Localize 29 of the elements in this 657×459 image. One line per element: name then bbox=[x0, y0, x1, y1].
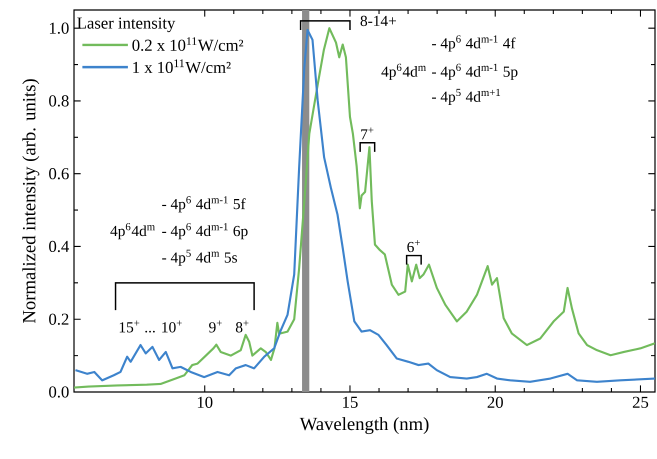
annotation: 8$^{+}$ bbox=[236, 320, 248, 333]
annotation: - 4p$^{6}$ 4d$^{m-1}$ 6p bbox=[162, 223, 248, 240]
annotation: 4p$^{6}$4d$^{m}$ bbox=[110, 223, 155, 240]
y-tick-label: 0.0 bbox=[49, 386, 69, 398]
legend-label: 1 x 10$^{11}$W/cm² bbox=[133, 59, 231, 74]
annotation: 15$^{+}$ ... 10$^{+}$ bbox=[120, 320, 182, 333]
y-axis-title: Normalized intensity (arb. units) bbox=[22, 79, 40, 324]
annotation: 4p$^{6}$4d$^{m}$ bbox=[381, 64, 426, 80]
y-tick-label: 1.0 bbox=[50, 22, 69, 34]
annotation: - 4p$^{5}$ 4d$^{m+1}$ bbox=[432, 88, 500, 106]
annotation: 6$^{+}$ bbox=[407, 240, 420, 252]
x-axis-title: Wavelength (nm) bbox=[300, 417, 428, 434]
x-tick-label: 20 bbox=[488, 396, 503, 408]
x-tick-label: 10 bbox=[198, 396, 212, 408]
legend-title: Laser intensity bbox=[77, 17, 176, 32]
x-tick-label: 15 bbox=[343, 396, 358, 408]
annotation: - 4p$^{6}$ 4d$^{m-1}$ 4f bbox=[432, 35, 516, 52]
x-tick-label: 25 bbox=[632, 396, 648, 408]
y-tick-label: 0.6 bbox=[49, 168, 69, 180]
y-tick-label: 0.2 bbox=[49, 314, 68, 325]
y-tick-label: 0.8 bbox=[49, 95, 69, 107]
annotation: - 4p$^{6}$ 4d$^{m-1}$ 5p bbox=[432, 64, 518, 80]
annotation: 8-14+ bbox=[360, 16, 396, 26]
annotation: - 4p$^{5}$ 4d$^{m}$ 5s bbox=[162, 250, 237, 266]
annotation: 7$^{+}$ bbox=[361, 127, 374, 140]
annotation: - 4p$^{6}$ 4d$^{m-1}$ 5f bbox=[162, 196, 246, 212]
annotation: 9$^{+}$ bbox=[209, 320, 222, 333]
legend-label: 0.2 x 10$^{11}$W/cm² bbox=[132, 37, 244, 51]
y-tick-label: 0.4 bbox=[49, 240, 70, 252]
